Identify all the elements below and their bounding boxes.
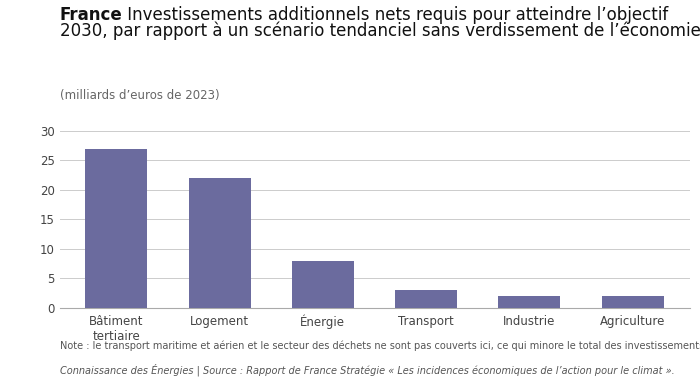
- Text: 2030, par rapport à un scénario tendanciel sans verdissement de l’économie: 2030, par rapport à un scénario tendanci…: [60, 22, 700, 40]
- Bar: [602, 296, 664, 308]
- Text: Connaissance des Énergies | Source : Rapport de France Stratégie « Les incidence: Connaissance des Énergies | Source : Rap…: [60, 364, 674, 376]
- Bar: [395, 290, 457, 308]
- Text: Investissements additionnels nets requis pour atteindre l’objectif: Investissements additionnels nets requis…: [122, 6, 668, 24]
- Bar: [85, 149, 147, 308]
- Bar: [188, 178, 251, 308]
- Text: Note : le transport maritime et aérien et le secteur des déchets ne sont pas cou: Note : le transport maritime et aérien e…: [60, 341, 700, 351]
- Text: (milliards d’euros de 2023): (milliards d’euros de 2023): [60, 89, 219, 102]
- Text: France: France: [60, 6, 122, 24]
- Bar: [498, 296, 561, 308]
- Bar: [292, 261, 354, 308]
